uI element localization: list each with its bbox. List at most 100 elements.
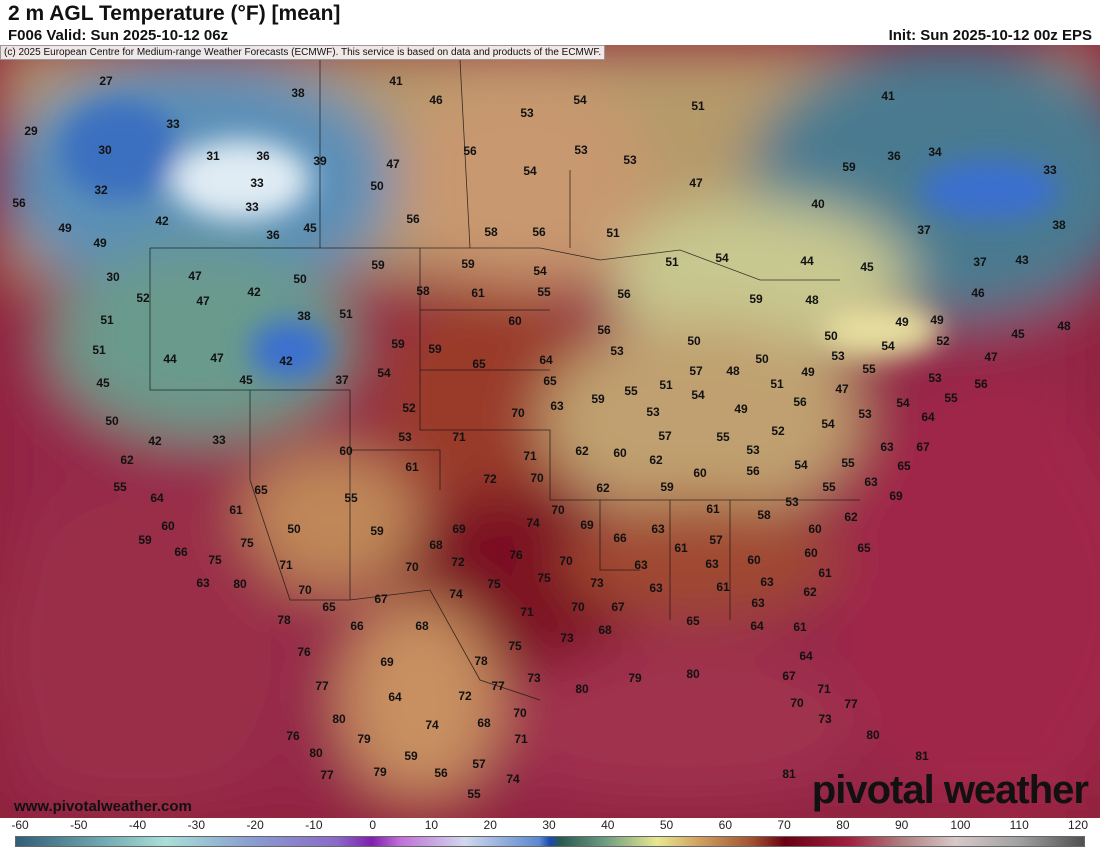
temperature-label: 52: [402, 401, 416, 415]
temperature-label: 65: [254, 483, 268, 497]
temperature-label: 63: [651, 522, 665, 536]
temperature-label: 66: [174, 545, 188, 559]
temperature-label: 37: [973, 255, 987, 269]
temperature-label: 66: [350, 619, 364, 633]
temperature-label: 69: [580, 518, 594, 532]
temperature-label: 45: [1011, 327, 1025, 341]
temperature-label: 70: [551, 503, 565, 517]
temperature-label: 61: [405, 460, 419, 474]
temperature-label: 50: [293, 272, 307, 286]
temperature-label: 48: [726, 364, 740, 378]
temperature-label: 79: [373, 765, 387, 779]
temperature-label: 71: [514, 732, 528, 746]
temperature-label: 68: [429, 538, 443, 552]
temperature-label: 33: [245, 200, 259, 214]
temperature-label: 80: [309, 746, 323, 760]
colorbar-tick: -50: [70, 818, 88, 832]
temperature-label: 61: [716, 580, 730, 594]
temperature-label: 32: [94, 183, 108, 197]
temperature-label: 63: [196, 576, 210, 590]
map-title: 2 m AGL Temperature (°F) [mean]: [8, 2, 341, 25]
temperature-label: 37: [335, 373, 349, 387]
temperature-label: 47: [210, 351, 224, 365]
temperature-label: 63: [864, 475, 878, 489]
colorbar: [15, 836, 1085, 847]
colorbar-tick: -30: [187, 818, 205, 832]
temperature-label: 47: [386, 157, 400, 171]
temperature-label: 53: [646, 405, 660, 419]
temperature-label: 36: [256, 149, 270, 163]
temperature-label: 59: [660, 480, 674, 494]
temperature-label: 51: [659, 378, 673, 392]
temperature-label: 51: [665, 255, 679, 269]
temperature-label: 53: [831, 349, 845, 363]
temperature-label: 63: [649, 581, 663, 595]
temperature-label: 57: [689, 364, 703, 378]
temperature-label: 70: [513, 706, 527, 720]
temperature-label: 80: [575, 682, 589, 696]
temperature-label: 49: [895, 315, 909, 329]
temperature-label: 47: [196, 294, 210, 308]
temperature-label: 42: [148, 434, 162, 448]
temperature-label: 33: [212, 433, 226, 447]
temperature-label: 71: [817, 682, 831, 696]
temperature-label: 76: [297, 645, 311, 659]
temperature-label: 70: [298, 583, 312, 597]
colorbar-tick: -20: [246, 818, 264, 832]
colorbar-tick: 120: [1067, 818, 1089, 832]
temperature-label: 67: [611, 600, 625, 614]
temperature-label: 59: [591, 392, 605, 406]
temperature-label: 54: [691, 388, 705, 402]
temperature-label: 59: [842, 160, 856, 174]
temperature-label: 50: [824, 329, 838, 343]
temperature-label: 77: [491, 679, 505, 693]
temperature-label: 45: [303, 221, 317, 235]
temperature-label: 53: [520, 106, 534, 120]
temperature-label: 33: [166, 117, 180, 131]
temperature-label: 60: [693, 466, 707, 480]
temperature-label: 55: [537, 285, 551, 299]
temperature-label: 61: [229, 503, 243, 517]
temperature-label: 64: [388, 690, 402, 704]
colorbar-tick: 40: [601, 818, 615, 832]
temperature-label: 60: [161, 519, 175, 533]
temperature-label: 78: [474, 654, 488, 668]
temperature-label: 75: [537, 571, 551, 585]
temperature-label: 53: [610, 344, 624, 358]
temperature-label: 50: [287, 522, 301, 536]
temperature-label: 80: [866, 728, 880, 742]
init-time: Init: Sun 2025-10-12 00z EPS: [888, 27, 1092, 44]
temperature-label: 47: [984, 350, 998, 364]
temperature-label: 60: [804, 546, 818, 560]
website-link[interactable]: www.pivotalweather.com: [14, 798, 192, 815]
temperature-label: 33: [250, 176, 264, 190]
colorbar-tick: -60: [11, 818, 29, 832]
temperature-label: 68: [477, 716, 491, 730]
temperature-map[interactable]: [0, 45, 1100, 818]
pivotal-weather-logo: pivotal weather: [811, 768, 1089, 812]
temperature-label: 50: [755, 352, 769, 366]
temperature-label: 56: [406, 212, 420, 226]
temperature-label: 51: [92, 343, 106, 357]
temperature-label: 61: [471, 286, 485, 300]
temperature-label: 55: [822, 480, 836, 494]
temperature-label: 56: [793, 395, 807, 409]
temperature-label: 78: [277, 613, 291, 627]
temperature-label: 56: [974, 377, 988, 391]
temperature-label: 45: [96, 376, 110, 390]
temperature-field: [0, 45, 1100, 818]
temperature-label: 75: [508, 639, 522, 653]
temperature-label: 75: [487, 577, 501, 591]
temperature-label: 70: [559, 554, 573, 568]
temperature-label: 62: [575, 444, 589, 458]
temperature-label: 52: [771, 424, 785, 438]
temperature-label: 58: [757, 508, 771, 522]
temperature-label: 65: [897, 459, 911, 473]
temperature-label: 41: [389, 74, 403, 88]
temperature-label: 65: [686, 614, 700, 628]
temperature-label: 76: [509, 548, 523, 562]
temperature-label: 49: [93, 236, 107, 250]
temperature-label: 46: [971, 286, 985, 300]
temperature-label: 81: [782, 767, 796, 781]
temperature-label: 49: [801, 365, 815, 379]
